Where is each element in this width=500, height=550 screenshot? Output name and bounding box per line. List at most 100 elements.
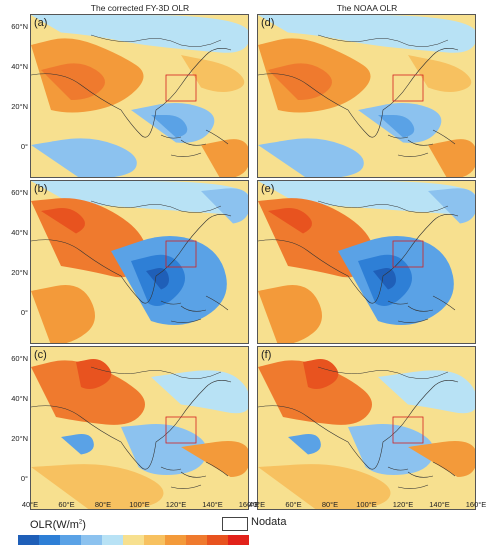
coastline bbox=[31, 48, 232, 138]
x-tick-label: 60°E bbox=[285, 500, 302, 509]
coastline bbox=[31, 214, 232, 304]
olr-region bbox=[258, 181, 475, 214]
legend-swatch bbox=[186, 535, 207, 545]
legend-swatch bbox=[207, 535, 228, 545]
olr-region bbox=[378, 370, 475, 414]
olr-region bbox=[31, 15, 248, 53]
legend-unit-close: ) bbox=[82, 519, 86, 531]
study-region-box bbox=[165, 416, 197, 444]
panel-label: (e) bbox=[261, 183, 275, 195]
olr-region bbox=[76, 359, 112, 389]
study-region-box bbox=[392, 240, 424, 268]
olr-region bbox=[181, 55, 245, 92]
olr-map bbox=[31, 347, 248, 509]
country-border bbox=[90, 200, 222, 213]
x-tick-label: 140°E bbox=[429, 500, 450, 509]
olr-region bbox=[258, 360, 372, 425]
coastline bbox=[258, 380, 459, 470]
y-tick-label: 60°N bbox=[11, 188, 28, 197]
olr-region bbox=[201, 139, 248, 177]
y-tick-label: 0° bbox=[20, 308, 28, 317]
x-tick-label: 120°E bbox=[392, 500, 414, 509]
island-outline bbox=[160, 129, 229, 157]
country-border bbox=[90, 34, 222, 47]
olr-region bbox=[258, 285, 322, 343]
olr-region bbox=[31, 347, 248, 370]
x-tick-label: 40°E bbox=[248, 500, 266, 509]
panel-label: (a) bbox=[34, 17, 48, 29]
olr-map bbox=[31, 15, 248, 177]
legend-unit-exp: 2 bbox=[78, 519, 83, 526]
legend-title-text: OLR bbox=[30, 519, 53, 531]
x-tick-label: 80°E bbox=[94, 500, 112, 509]
olr-map bbox=[258, 181, 475, 343]
olr-map bbox=[31, 181, 248, 343]
olr-region bbox=[408, 55, 472, 92]
island-outline bbox=[387, 129, 456, 157]
left-column-title: The corrected FY-3D OLR bbox=[90, 3, 190, 13]
olr-region bbox=[258, 464, 391, 509]
olr-region bbox=[348, 424, 434, 475]
country-border bbox=[317, 366, 449, 379]
olr-region bbox=[31, 360, 145, 425]
olr-region bbox=[378, 115, 415, 138]
map-panel-d: (d) bbox=[257, 14, 476, 178]
legend-unit-base: (W/m bbox=[52, 519, 79, 531]
y-tick-label: 0° bbox=[20, 474, 28, 483]
legend-swatch bbox=[228, 535, 249, 545]
y-tick-label: 40°N bbox=[11, 394, 28, 403]
island-outline bbox=[387, 461, 456, 489]
x-tick-label: 160°E bbox=[238, 500, 260, 509]
legend-title: OLR(W/m2) bbox=[30, 519, 86, 531]
legend-swatch bbox=[18, 535, 39, 545]
map-panel-c: (c) bbox=[30, 346, 249, 510]
olr-region bbox=[258, 347, 475, 370]
legend-swatch bbox=[165, 535, 186, 545]
olr-region bbox=[61, 434, 94, 455]
island-outline bbox=[387, 295, 456, 323]
coastline bbox=[258, 48, 459, 138]
y-tick-label: 60°N bbox=[11, 354, 28, 363]
y-tick-label: 40°N bbox=[11, 62, 28, 71]
panel-label: (c) bbox=[34, 349, 47, 361]
legend-swatch bbox=[81, 535, 102, 545]
x-tick-label: 80°E bbox=[321, 500, 339, 509]
olr-region bbox=[146, 268, 169, 290]
legend-swatch bbox=[144, 535, 165, 545]
panel-label: (b) bbox=[34, 183, 48, 195]
olr-region bbox=[258, 15, 475, 53]
map-panel-e: (e) bbox=[257, 180, 476, 344]
nodata-label: Nodata bbox=[251, 516, 287, 528]
olr-map bbox=[258, 15, 475, 177]
x-tick-label: 160°E bbox=[465, 500, 487, 509]
coastline bbox=[258, 214, 459, 304]
y-tick-label: 0° bbox=[20, 142, 28, 151]
panel-label: (f) bbox=[261, 349, 272, 361]
map-panel-b: (b) bbox=[30, 180, 249, 344]
y-tick-label: 20°N bbox=[11, 434, 28, 443]
island-outline bbox=[160, 461, 229, 489]
nodata-swatch bbox=[222, 517, 248, 531]
study-region-box bbox=[165, 74, 197, 102]
olr-map bbox=[258, 347, 475, 509]
study-region-box bbox=[165, 240, 197, 268]
coastline bbox=[31, 380, 232, 470]
y-tick-label: 40°N bbox=[11, 228, 28, 237]
olr-region bbox=[288, 434, 321, 455]
olr-region bbox=[121, 424, 207, 475]
country-border bbox=[317, 200, 449, 213]
olr-region bbox=[31, 464, 164, 509]
olr-region bbox=[31, 181, 248, 214]
island-outline bbox=[160, 295, 229, 323]
x-tick-label: 100°E bbox=[129, 500, 150, 509]
olr-region bbox=[258, 138, 364, 177]
olr-region bbox=[428, 188, 475, 224]
x-tick-label: 60°E bbox=[58, 500, 75, 509]
olr-region bbox=[41, 208, 85, 234]
olr-region bbox=[268, 208, 312, 234]
legend-swatch bbox=[39, 535, 60, 545]
panel-label: (d) bbox=[261, 17, 275, 29]
legend-swatch bbox=[123, 535, 144, 545]
x-tick-label: 120°E bbox=[165, 500, 187, 509]
x-tick-label: 100°E bbox=[356, 500, 377, 509]
